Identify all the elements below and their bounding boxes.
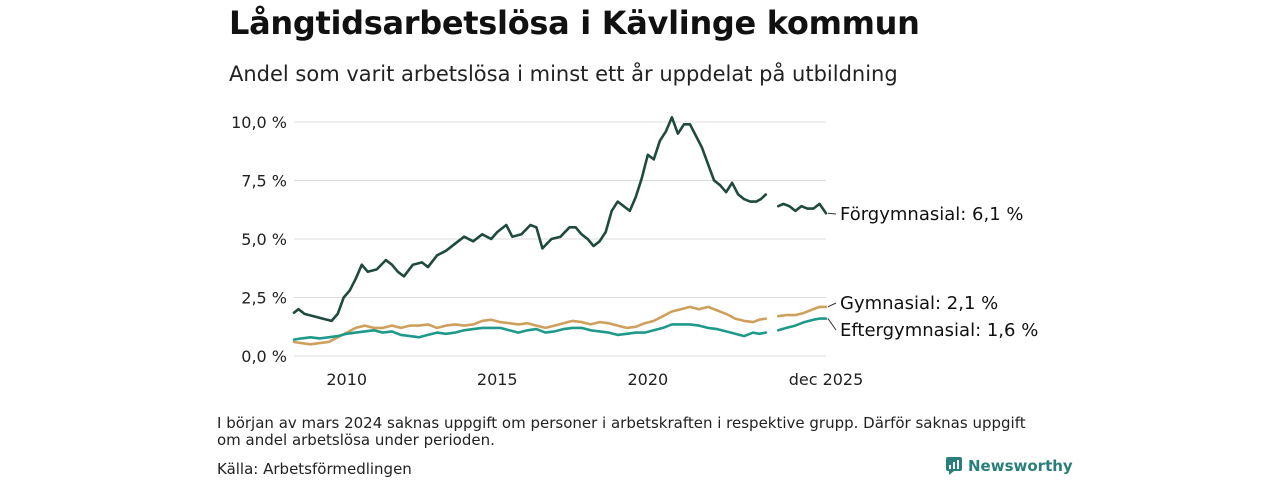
series-end-label: Förgymnasial: 6,1 % bbox=[840, 204, 1024, 225]
chart-title: Långtidsarbetslösa i Kävlinge kommun bbox=[229, 4, 920, 42]
series-line-gymnasial bbox=[777, 305, 828, 318]
footnote: I början av mars 2024 saknas uppgift om … bbox=[217, 414, 1026, 449]
newsworthy-icon bbox=[946, 457, 962, 475]
y-tick-label: 2,5 % bbox=[241, 289, 287, 308]
x-tick-label: 2015 bbox=[477, 370, 518, 389]
chart-subtitle: Andel som varit arbetslösa i minst ett å… bbox=[229, 62, 898, 86]
y-tick-label: 5,0 % bbox=[241, 230, 287, 249]
series-line-förgymnasial bbox=[292, 116, 768, 323]
y-tick-label: 7,5 % bbox=[241, 172, 287, 191]
x-tick-label: 2010 bbox=[326, 370, 367, 389]
y-tick-label: 10,0 % bbox=[231, 113, 287, 132]
series-line-eftergymnasial bbox=[777, 317, 828, 332]
label-leader-line bbox=[827, 318, 837, 331]
series-end-label: Gymnasial: 2,1 % bbox=[840, 293, 998, 314]
x-tick-label: dec 2025 bbox=[789, 370, 864, 389]
y-tick-label: 0,0 % bbox=[241, 347, 287, 366]
series-line-gymnasial bbox=[292, 305, 768, 346]
source-credit: Källa: Arbetsförmedlingen bbox=[217, 460, 412, 478]
x-tick-label: 2020 bbox=[627, 370, 668, 389]
label-leader-line bbox=[827, 302, 837, 308]
series-end-label: Eftergymnasial: 1,6 % bbox=[840, 320, 1038, 341]
newsworthy-logo: Newsworthy bbox=[946, 457, 1073, 475]
line-chart: 0,0 % 2,5 % 5,0 % 7,5 % 10,0 % 2010 2015 2020 de… bbox=[231, 113, 1038, 389]
series-line-förgymnasial bbox=[777, 202, 828, 215]
brand-name: Newsworthy bbox=[968, 457, 1073, 475]
series-line-eftergymnasial bbox=[292, 323, 768, 341]
label-leader-line bbox=[827, 212, 837, 215]
